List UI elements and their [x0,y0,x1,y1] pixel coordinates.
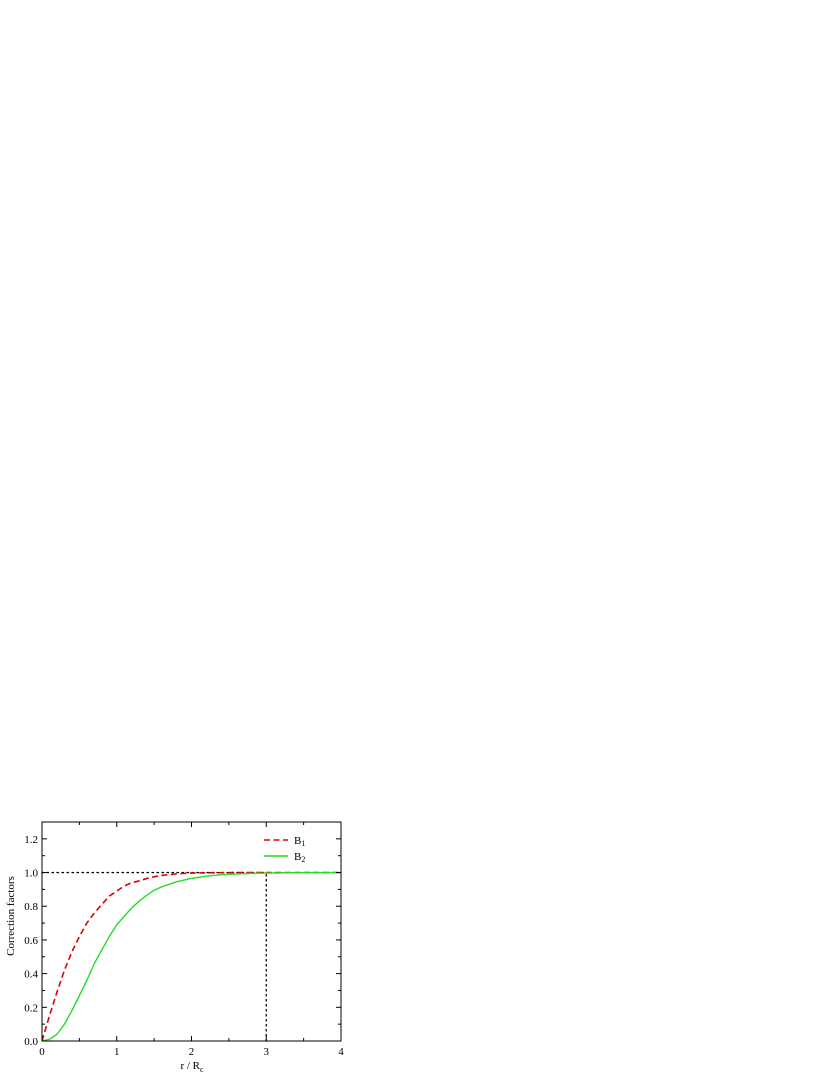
ticks-layer [41,821,342,1042]
legend-label-b1: B1 [294,835,305,848]
series-line-b1 [41,871,341,1042]
x-axis-label: r / Rc [180,1060,204,1074]
y-axis-label: Correction factors [5,876,17,956]
series-layer [41,871,341,1042]
legend-label-b2-main: B [294,851,301,863]
y-tick-label: 1.0 [24,868,38,880]
legend-label-b2: B2 [294,851,305,864]
x-axis-label-subscript: c [200,1065,204,1074]
y-tick-label: 0.2 [24,1002,38,1014]
series-line-b2 [41,871,341,1042]
legend-label-b2-subscript: 2 [301,855,305,864]
y-tick-label: 0.0 [24,1036,38,1048]
x-tick-label: 3 [264,1046,270,1058]
x-tick-label: 2 [189,1046,195,1058]
legend-label-b1-subscript: 1 [301,839,305,848]
legend-label-b1-main: B [294,835,301,847]
y-tick-label: 0.4 [24,969,38,981]
x-tick-label: 0 [39,1046,45,1058]
y-tick-label: 1.2 [24,834,38,846]
x-axis-label-main: r / R [180,1060,200,1072]
tick-labels: 0 1 2 3 4 0.0 0.2 0.4 0.6 0.8 1.0 1.2 [24,834,344,1058]
x-tick-label: 4 [338,1046,344,1058]
y-tick-label: 0.6 [24,935,38,947]
y-tick-label: 0.8 [24,901,38,913]
x-tick-label: 1 [114,1046,120,1058]
reference-lines [41,871,267,1042]
legend: B1 B2 [264,835,305,864]
